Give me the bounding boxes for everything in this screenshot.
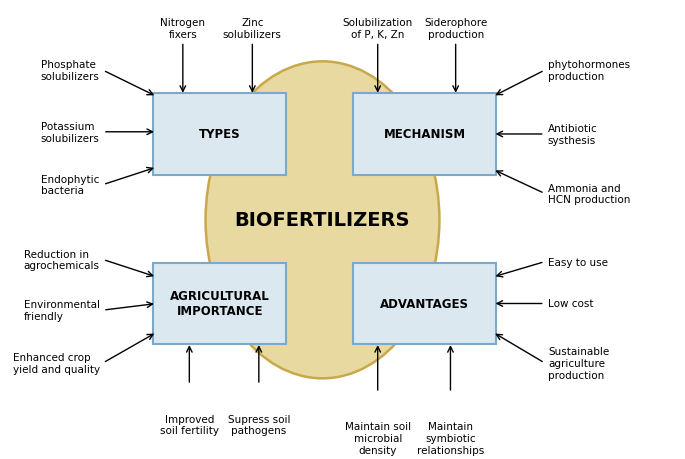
Text: phytohormones
production: phytohormones production xyxy=(548,60,630,82)
FancyBboxPatch shape xyxy=(353,94,496,175)
Text: Zinc
solubilizers: Zinc solubilizers xyxy=(223,18,282,40)
Text: Supress soil
pathogens: Supress soil pathogens xyxy=(227,414,290,435)
Text: Phosphate
solubilizers: Phosphate solubilizers xyxy=(41,60,100,82)
Text: Solubilization
of P, K, Zn: Solubilization of P, K, Zn xyxy=(342,18,413,40)
Text: Enhanced crop
yield and quality: Enhanced crop yield and quality xyxy=(12,353,100,374)
Text: Maintain
symbiotic
relationships: Maintain symbiotic relationships xyxy=(417,421,484,455)
FancyBboxPatch shape xyxy=(153,263,286,344)
Text: AGRICULTURAL
IMPORTANCE: AGRICULTURAL IMPORTANCE xyxy=(170,290,270,318)
Text: ADVANTAGES: ADVANTAGES xyxy=(380,297,469,310)
Text: MECHANISM: MECHANISM xyxy=(384,128,466,141)
Text: TYPES: TYPES xyxy=(199,128,240,141)
Text: BIOFERTILIZERS: BIOFERTILIZERS xyxy=(235,211,410,230)
Text: Ammonia and
HCN production: Ammonia and HCN production xyxy=(548,183,630,205)
Ellipse shape xyxy=(206,62,439,379)
Text: Antibiotic
systhesis: Antibiotic systhesis xyxy=(548,124,597,146)
Text: Easy to use: Easy to use xyxy=(548,257,608,267)
Text: Maintain soil
microbial
density: Maintain soil microbial density xyxy=(345,421,411,455)
FancyBboxPatch shape xyxy=(153,94,286,175)
Text: Reduction in
agrochemicals: Reduction in agrochemicals xyxy=(24,249,100,271)
Text: Environmental
friendly: Environmental friendly xyxy=(24,300,100,321)
Text: Improved
soil fertility: Improved soil fertility xyxy=(160,414,219,435)
Text: Potassium
solubilizers: Potassium solubilizers xyxy=(41,122,100,143)
Text: Nitrogen
fixers: Nitrogen fixers xyxy=(160,18,206,40)
Text: Siderophore
production: Siderophore production xyxy=(424,18,487,40)
Text: Endophytic
bacteria: Endophytic bacteria xyxy=(41,174,100,196)
Text: Sustainable
agriculture
production: Sustainable agriculture production xyxy=(548,347,609,380)
FancyBboxPatch shape xyxy=(353,263,496,344)
Text: Low cost: Low cost xyxy=(548,299,593,309)
